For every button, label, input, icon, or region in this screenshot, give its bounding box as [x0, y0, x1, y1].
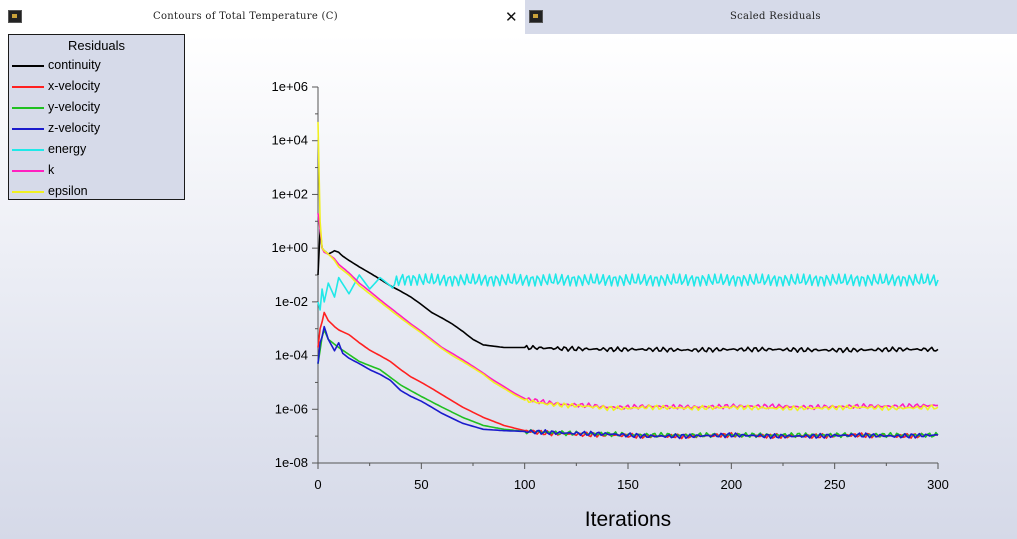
- legend-item-z-velocity: z-velocity: [12, 120, 182, 138]
- legend-item-epsilon: epsilon: [12, 183, 182, 201]
- legend-title: Residuals: [67, 38, 126, 53]
- y-tick-label: 1e+00: [271, 240, 308, 255]
- legend-label: epsilon: [48, 184, 88, 198]
- x-tick-label: 100: [514, 477, 536, 492]
- y-tick-label: 1e+02: [271, 186, 308, 201]
- tab-bar: Contours of Total Temperature (C) ✕ Scal…: [0, 0, 1017, 34]
- legend-label: x-velocity: [48, 79, 101, 93]
- x-tick-label: 300: [927, 477, 949, 492]
- x-tick-label: 150: [617, 477, 639, 492]
- x-tick-label: 200: [720, 477, 742, 492]
- series-line-energy: [317, 273, 939, 311]
- y-tick-label: 1e+06: [271, 79, 308, 94]
- legend-item-k: k: [12, 162, 182, 180]
- legend-label: continuity: [48, 58, 101, 72]
- legend-item-y-velocity: y-velocity: [12, 99, 182, 117]
- graphics-window-icon: [529, 10, 543, 23]
- legend-item-x-velocity: x-velocity: [12, 78, 182, 96]
- y-tick-label: 1e+04: [271, 133, 308, 148]
- y-tick-label: 1e-08: [275, 455, 308, 470]
- tab-title: Scaled Residuals: [730, 11, 821, 22]
- legend-label: k: [48, 163, 55, 177]
- x-tick-label: 50: [414, 477, 428, 492]
- legend-swatch: [12, 128, 44, 130]
- series-line-y-velocity: [317, 329, 939, 439]
- legend-item-continuity: continuity: [12, 57, 182, 75]
- legend-swatch: [12, 86, 44, 88]
- tab-title: Contours of Total Temperature (C): [153, 11, 338, 22]
- close-icon[interactable]: ✕: [505, 8, 518, 26]
- tab-scaled-residuals[interactable]: Scaled Residuals: [525, 0, 1017, 34]
- legend-label: y-velocity: [48, 100, 101, 114]
- graphics-window-icon: [8, 10, 22, 23]
- y-tick-label: 1e-04: [275, 348, 308, 363]
- tab-contours-total-temperature[interactable]: Contours of Total Temperature (C) ✕: [0, 0, 525, 34]
- legend-label: energy: [48, 142, 87, 156]
- series-line-x-velocity: [317, 311, 938, 440]
- y-tick-label: 1e-02: [275, 294, 308, 309]
- x-tick-label: 0: [314, 477, 321, 492]
- legend-label: z-velocity: [48, 121, 101, 135]
- x-tick-label: 250: [824, 477, 846, 492]
- legend-swatch: [12, 170, 44, 172]
- series-line-continuity: [317, 228, 939, 354]
- legend: Residuals continuity x-velocity y-velocity…: [8, 34, 185, 200]
- legend-swatch: [12, 149, 44, 151]
- series-line-z-velocity: [317, 325, 939, 440]
- y-tick-label: 1e-06: [275, 401, 308, 416]
- legend-swatch: [12, 65, 44, 67]
- legend-swatch: [12, 191, 44, 193]
- legend-swatch: [12, 107, 44, 109]
- series-line-epsilon: [317, 121, 939, 412]
- series-line-k: [317, 213, 939, 411]
- x-axis-title: Iterations: [585, 508, 671, 531]
- legend-item-energy: energy: [12, 141, 182, 159]
